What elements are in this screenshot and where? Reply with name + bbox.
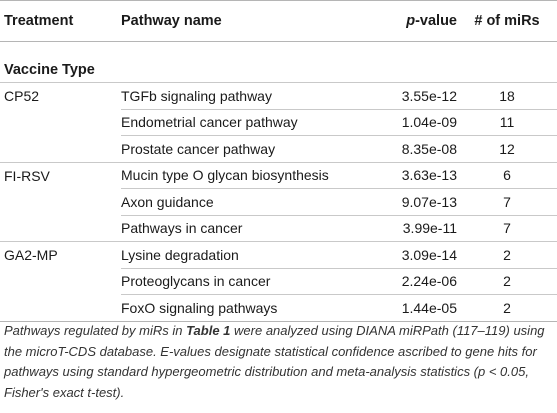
table-body: Vaccine Type CP52 TGFb signaling pathway 3… xyxy=(0,41,557,322)
cell-treatment xyxy=(0,189,121,216)
cell-pathway: Pathways in cancer xyxy=(121,215,383,242)
cell-treatment xyxy=(0,268,121,295)
pathway-table-container: Treatment Pathway name p-value # of miRs… xyxy=(0,0,557,322)
header-treatment: Treatment xyxy=(0,0,121,42)
cell-treatment: GA2-MP xyxy=(4,247,58,263)
cell-pathway: FoxO signaling pathways xyxy=(121,294,383,322)
cell-pathway: TGFb signaling pathway xyxy=(121,82,383,110)
cell-mirs: 2 xyxy=(457,268,557,295)
cell-pvalue: 1.04e-09 xyxy=(383,109,457,136)
table-row: Endometrial cancer pathway 1.04e-09 11 xyxy=(0,109,557,136)
cell-pvalue: 9.07e-13 xyxy=(383,188,457,216)
table-header: Treatment Pathway name p-value # of miRs xyxy=(0,0,557,42)
cell-pathway: Endometrial cancer pathway xyxy=(121,109,383,136)
caption-part1: Pathways regulated by miRs in xyxy=(4,323,187,338)
cell-mirs: 7 xyxy=(457,188,557,216)
cell-pvalue: 8.35e-08 xyxy=(383,135,457,163)
group-label: Vaccine Type xyxy=(0,41,557,83)
cell-mirs: 2 xyxy=(457,241,557,269)
cell-treatment xyxy=(0,215,121,242)
cell-treatment xyxy=(0,109,121,136)
header-mirs: # of miRs xyxy=(457,0,557,42)
cell-mirs: 11 xyxy=(457,109,557,136)
cell-pathway: Lysine degradation xyxy=(121,241,383,269)
cell-treatment xyxy=(0,135,121,163)
cell-mirs: 18 xyxy=(457,82,557,110)
cell-pathway: Prostate cancer pathway xyxy=(121,135,383,163)
header-pathway: Pathway name xyxy=(121,0,383,42)
table-row: CP52 TGFb signaling pathway 3.55e-12 18 xyxy=(0,82,557,110)
cell-mirs: 12 xyxy=(457,135,557,163)
table-row: Proteoglycans in cancer 2.24e-06 2 xyxy=(0,268,557,295)
table-row: FI-RSV Mucin type O glycan biosynthesis 3.… xyxy=(0,162,557,189)
cell-mirs: 2 xyxy=(457,294,557,322)
cell-pvalue: 1.44e-05 xyxy=(383,294,457,322)
table-row: Pathways in cancer 3.99e-11 7 xyxy=(0,215,557,242)
header-pvalue: p-value xyxy=(383,0,457,42)
caption-ref-dash: – xyxy=(477,323,485,338)
table-row: GA2-MP Lysine degradation 3.09e-14 2 xyxy=(0,241,557,269)
caption-ref1[interactable]: 117 xyxy=(456,323,478,338)
cell-pvalue: 3.99e-11 xyxy=(383,215,457,242)
cell-treatment: CP52 xyxy=(4,88,40,104)
table-row: Prostate cancer pathway 8.35e-08 12 xyxy=(0,135,557,163)
cell-pathway: Axon guidance xyxy=(121,188,383,216)
table-row: Axon guidance 9.07e-13 7 xyxy=(0,188,557,216)
cell-pvalue: 3.63e-13 xyxy=(383,162,457,189)
cell-mirs: 7 xyxy=(457,215,557,242)
caption-table-ref[interactable]: Table 1 xyxy=(186,323,231,338)
caption-part3: ) using the microT-CDS database. E-value… xyxy=(4,323,545,400)
table-row: FoxO signaling pathways 1.44e-05 2 xyxy=(0,294,557,322)
header-row: Treatment Pathway name p-value # of miRs xyxy=(0,0,557,42)
cell-treatment xyxy=(0,294,121,322)
cell-pvalue: 2.24e-06 xyxy=(383,268,457,295)
pathway-table: Treatment Pathway name p-value # of miRs… xyxy=(0,0,557,322)
table-caption: Pathways regulated by miRs in Table 1 we… xyxy=(4,321,556,403)
group-row: Vaccine Type xyxy=(0,41,557,83)
cell-pathway: Proteoglycans in cancer xyxy=(121,268,383,295)
header-pvalue-p: p xyxy=(406,13,416,29)
caption-part2: were analyzed using DIANA miRPath ( xyxy=(230,323,457,338)
cell-pvalue: 3.55e-12 xyxy=(383,82,457,110)
header-pvalue-rest: -value xyxy=(415,13,457,29)
caption-ref2[interactable]: 119 xyxy=(484,323,506,338)
cell-pvalue: 3.09e-14 xyxy=(383,241,457,269)
cell-pathway: Mucin type O glycan biosynthesis xyxy=(121,162,383,189)
cell-treatment: FI-RSV xyxy=(4,167,50,184)
cell-mirs: 6 xyxy=(457,162,557,189)
